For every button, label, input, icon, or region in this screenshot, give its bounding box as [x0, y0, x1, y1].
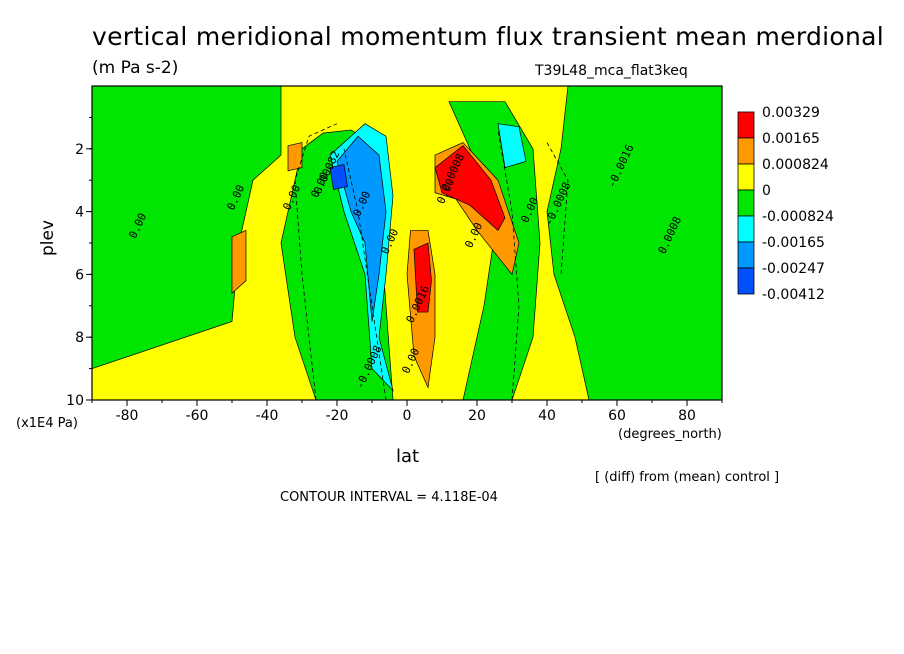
y-tick-label: 8	[75, 330, 84, 346]
contour-region	[413, 242, 432, 313]
chart-units: (m Pa s-2)	[92, 58, 179, 78]
y-tick-label: 2	[75, 142, 84, 158]
legend-swatch	[737, 189, 755, 217]
plot-area: 0.000.00 0.00 0.000.000.000.000.000.000.00…	[92, 86, 722, 400]
legend-swatch	[737, 137, 755, 165]
contour-region	[231, 229, 247, 295]
axes: -80 -60 -40 -20 0 20 40 60 80 2 4 6 8 10	[66, 85, 723, 424]
x-tick-label: 0	[403, 408, 412, 424]
x-tick-label: -20	[326, 408, 349, 424]
x-tick-label: -60	[186, 408, 209, 424]
contour-region	[92, 86, 282, 369]
legend-label: 0.00329	[762, 105, 820, 121]
contour-region	[434, 145, 506, 231]
x-tick-label: 60	[608, 408, 626, 424]
y-tick-label: 10	[66, 393, 84, 409]
field-layer: 0.000.00 0.00 0.000.000.000.000.000.000.00…	[92, 86, 722, 400]
legend-label: 0.000824	[762, 157, 829, 173]
contour-line	[546, 142, 569, 275]
legend-label: -0.00165	[762, 235, 825, 251]
y-tick-label: 4	[75, 205, 84, 221]
y-tick-label: 6	[75, 267, 84, 283]
legend-label: 0.00165	[762, 131, 820, 147]
legend-swatch	[737, 241, 755, 269]
x-axis-units: (degrees_north)	[618, 427, 722, 442]
legend-swatch	[737, 111, 755, 139]
legend-swatch	[737, 163, 755, 191]
contour-region	[329, 164, 348, 191]
x-tick-label: 40	[538, 408, 556, 424]
x-tick-label: -40	[256, 408, 279, 424]
contour-region	[287, 142, 303, 172]
x-tick-label: -80	[116, 408, 139, 424]
legend-label: -0.00247	[762, 261, 825, 277]
legend-label: -0.00412	[762, 287, 825, 303]
contour-region	[497, 123, 527, 169]
contour-line	[497, 129, 520, 400]
contour-region	[336, 135, 387, 322]
x-tick-label: 20	[468, 408, 486, 424]
chart-title: vertical meridional momentum flux transi…	[92, 22, 885, 51]
contour-region	[546, 86, 722, 400]
y-axis-units: (x1E4 Pa)	[16, 416, 78, 431]
contour-line	[294, 123, 338, 400]
legend-swatch	[737, 215, 755, 243]
contour-interval: CONTOUR INTERVAL = 4.118E-04	[280, 490, 498, 505]
experiment-label: T39L48_mca_flat3keq	[535, 63, 688, 79]
legend-label: -0.000824	[762, 209, 834, 225]
diff-note: [ (diff) from (mean) control ]	[595, 470, 780, 485]
legend-swatch	[737, 267, 755, 295]
legend-label: 0	[762, 183, 771, 199]
color-legend: 0.00329 0.00165 0.000824 0 -0.000824 -0.00165…	[737, 105, 834, 303]
contour-line	[343, 148, 387, 400]
x-tick-label: 80	[678, 408, 696, 424]
x-axis-label: lat	[396, 446, 420, 467]
